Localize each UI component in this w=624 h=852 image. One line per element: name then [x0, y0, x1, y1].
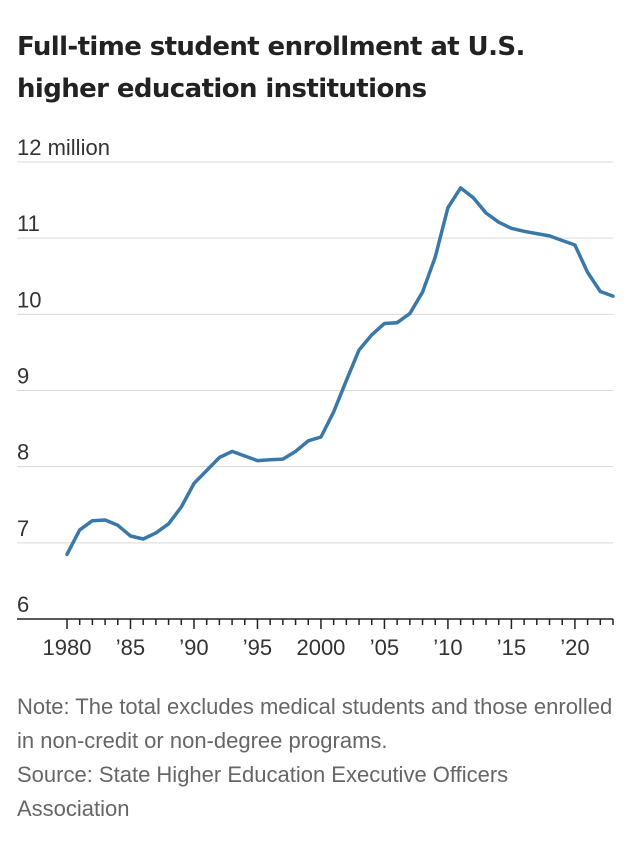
x-tick-label: ’05: [370, 635, 399, 660]
y-tick-label: 9: [17, 364, 29, 389]
y-tick-label: 10: [17, 287, 41, 312]
chart-title: Full-time student enrollment at U.S. hig…: [17, 32, 525, 104]
y-tick-label: 7: [17, 516, 29, 541]
x-tick-label: ’90: [179, 635, 208, 660]
y-tick-label: 11: [17, 211, 40, 236]
series-layer: [65, 186, 615, 557]
y-tick-label: 6: [17, 592, 29, 617]
note-text: Note: The total excludes medical student…: [17, 694, 613, 753]
x-tick-label: ’10: [433, 635, 462, 660]
x-tick-label: ’85: [116, 635, 145, 660]
x-tick-label: 2000: [296, 635, 345, 660]
x-tick-label: ’15: [497, 635, 526, 660]
y-tick-label: 12 million: [17, 135, 110, 160]
gridlines: [17, 161, 613, 544]
x-axis: 1980 ’85 ’90 ’95 2000 ’05 ’10 ’15 ’20: [17, 618, 614, 660]
y-tick-label: 8: [17, 440, 29, 465]
y-axis-labels: 12 million 11 10 9 8 7 6: [17, 135, 110, 617]
x-tick-label: ’20: [560, 635, 589, 660]
enrollment-series-line: [65, 186, 615, 557]
line-chart: 12 million 11 10 9 8 7 6 1980 ’85 ’90 ’95 2000 ’05 ’…: [17, 135, 615, 660]
x-tick-label: 1980: [43, 635, 92, 660]
source-text: Source: State Higher Education Executive…: [17, 762, 509, 821]
x-tick-label: ’95: [243, 635, 272, 660]
footnotes: Note: The total excludes medical student…: [17, 690, 617, 826]
